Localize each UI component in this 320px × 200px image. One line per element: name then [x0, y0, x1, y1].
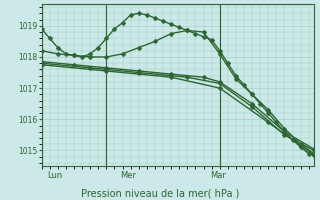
Text: Lun: Lun: [47, 171, 62, 180]
Text: Mar: Mar: [210, 171, 226, 180]
Text: Pression niveau de la mer( hPa ): Pression niveau de la mer( hPa ): [81, 188, 239, 198]
Text: Mer: Mer: [120, 171, 136, 180]
